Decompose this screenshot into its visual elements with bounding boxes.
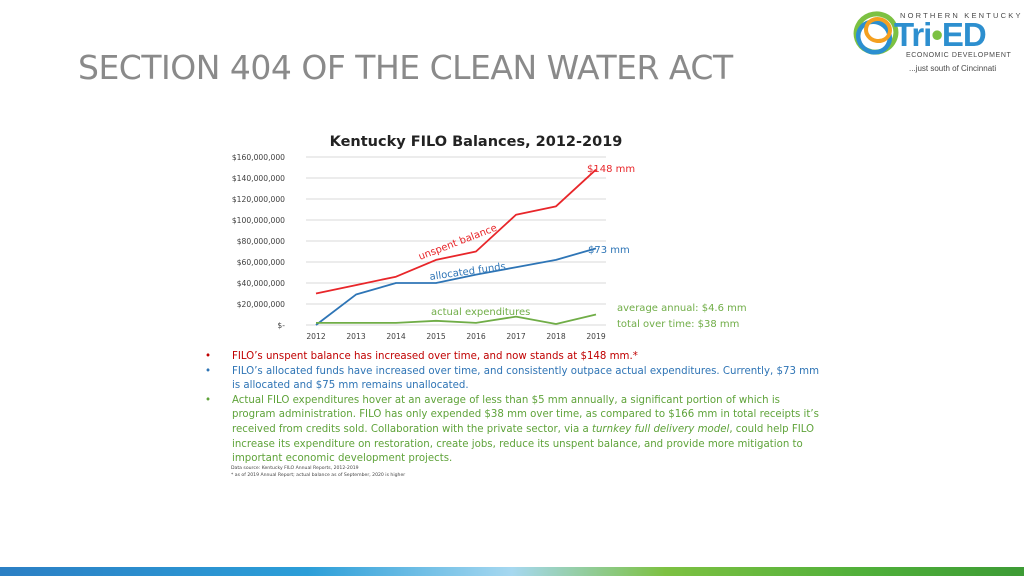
bullet-marker: • [205,351,212,362]
bullet-marker: • [205,365,212,377]
allocated-end-label: $73 mm [588,245,630,256]
allocated-series-label: allocated funds [429,261,507,283]
x-tick-label: 2012 [306,332,325,341]
y-tick-label: $40,000,000 [237,279,285,288]
x-tick-label: 2018 [546,332,565,341]
x-tick-label: 2016 [466,332,485,341]
bullet-allocated-funds: • FILO’s allocated funds have increased … [205,365,825,394]
y-tick-label: $80,000,000 [237,237,285,246]
tri-ed-logo: NORTHERN KENTUCKY Tri•ED ECONOMIC DEVELO… [852,8,1020,78]
x-tick-label: 2017 [506,332,525,341]
total-over-time-annotation: total over time: $38 mm [617,319,739,330]
unspent-balance-line [315,168,597,295]
x-tick-label: 2019 [586,332,605,341]
allocated-funds-line [315,247,597,326]
y-tick-label: $60,000,000 [237,258,285,267]
source-notes: Data source: Kentucky FILO Annual Report… [231,466,405,479]
slide-title: SECTION 404 OF THE CLEAN WATER ACT [78,48,733,87]
logo-brand-dot: • [931,16,943,53]
footer-color-band [0,567,1024,576]
y-tick-label: $- [277,321,285,330]
y-tick-label: $120,000,000 [232,195,285,204]
findings-list: • FILO’s unspent balance has increased o… [205,350,825,467]
x-tick-label: 2015 [426,332,445,341]
logo-mark-icon [853,11,899,55]
logo-tagline: ...just south of Cincinnati [909,64,997,73]
actual-expenditures-line [316,313,597,325]
turnkey-emphasis: turnkey full delivery model [591,423,730,435]
bullet-actual-expenditures: • Actual FILO expenditures hover at an a… [205,394,825,467]
logo-brand: Tri•ED [894,16,987,54]
chart-title: Kentucky FILO Balances, 2012-2019 [330,134,623,150]
logo-top-line: NORTHERN KENTUCKY [900,11,1023,20]
bullet-unspent-balance: • FILO’s unspent balance has increased o… [205,350,825,365]
data-source-note: Data source: Kentucky FILO Annual Report… [231,466,359,471]
x-tick-label: 2013 [346,332,365,341]
y-tick-label: $20,000,000 [237,300,285,309]
bullet-text: FILO’s allocated funds have increased ov… [232,365,820,392]
bullet-text: Actual FILO expenditures hover at an ave… [232,394,819,465]
logo-brand-suffix: ED [941,16,987,53]
logo-subtitle: ECONOMIC DEVELOPMENT [906,52,1012,59]
filo-balances-chart: Kentucky FILO Balances, 2012-2019 $- $20,… [232,134,747,341]
y-tick-label: $140,000,000 [232,174,285,183]
average-annual-annotation: average annual: $4.6 mm [617,303,747,314]
unspent-end-label: $148 mm [587,164,635,175]
footnote: * as of 2019 Annual Report; actual balan… [231,472,406,478]
x-tick-label: 2014 [386,332,405,341]
bullet-marker: • [205,394,212,406]
bullet-text: FILO’s unspent balance has increased ove… [232,351,638,362]
expenditures-series-label: actual expenditures [431,307,530,318]
y-tick-label: $160,000,000 [232,153,285,162]
logo-brand-prefix: Tri [894,16,932,53]
y-tick-label: $100,000,000 [232,216,285,225]
